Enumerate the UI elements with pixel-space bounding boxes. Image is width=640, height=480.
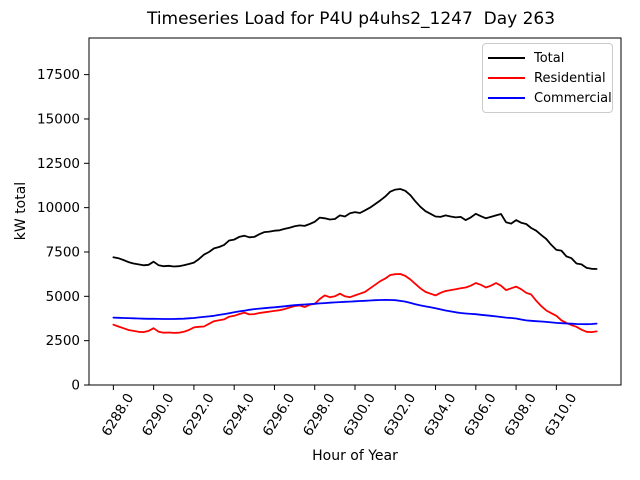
y-tick-label: 17500 [37,67,80,83]
legend-entry-commercial: Commercial [483,89,612,107]
y-tick-label: 5000 [46,289,80,305]
residential-line-swatch [488,77,525,79]
x-tick-label: 6290.0 [139,391,178,440]
x-tick-label: 6298.0 [300,391,339,440]
x-tick-label: 6300.0 [340,391,379,440]
legend-entry-residential: Residential [483,69,612,87]
total-line-swatch [488,57,525,59]
chart-title: Timeseries Load for P4U p4uhs2_1247 Day … [146,9,556,29]
x-tick-label: 6310.0 [542,391,581,440]
legend-label-total: Total [534,50,565,66]
legend-label-residential: Residential [534,70,606,86]
x-tick-label: 6288.0 [99,391,138,440]
x-tick-label: 6302.0 [381,391,420,440]
y-tick-label: 7500 [46,244,80,260]
legend-entry-total: Total [483,49,612,67]
y-tick-label: 12500 [37,156,80,172]
legend-label-commercial: Commercial [534,90,612,106]
series-line-total [112,188,598,270]
y-tick-label: 2500 [46,333,80,349]
x-tick-label: 6306.0 [461,391,500,440]
y-tick-label: 15000 [37,111,80,127]
series-line-residential [112,273,598,334]
x-tick-label: 6308.0 [501,391,540,440]
x-tick-label: 6304.0 [421,391,460,440]
y-tick-label: 10000 [37,200,80,216]
x-tick-label: 6292.0 [179,391,218,440]
y-axis-label: kW total [13,181,29,241]
x-tick-label: 6296.0 [260,391,299,440]
x-tick-label: 6294.0 [219,391,258,440]
commercial-line-swatch [488,97,525,99]
x-axis-label: Hour of Year [312,448,398,464]
legend: Total Residential Commercial [482,43,613,113]
series-line-commercial [112,298,598,326]
y-tick-label: 0 [71,378,80,394]
